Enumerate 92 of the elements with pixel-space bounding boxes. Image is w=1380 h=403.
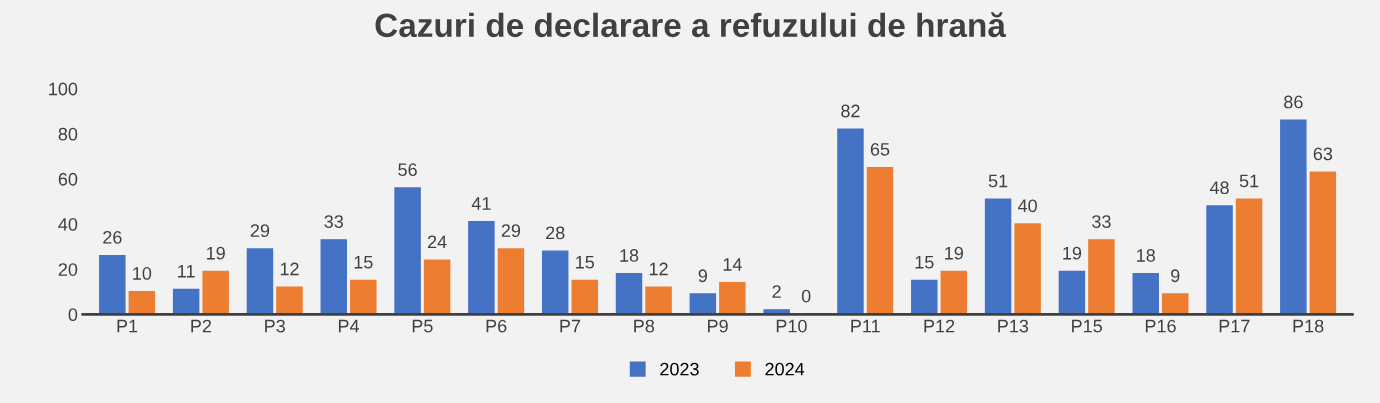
- y-tick-label: 40: [58, 218, 78, 231]
- bar: [350, 279, 377, 315]
- data-label: 29: [250, 224, 270, 237]
- bar: [1132, 273, 1159, 315]
- x-tick-label: P5: [412, 319, 433, 333]
- data-label: 15: [915, 255, 934, 269]
- data-label: 15: [576, 255, 595, 269]
- data-label: 56: [398, 163, 417, 177]
- bar: [202, 270, 229, 315]
- data-label: 9: [698, 269, 707, 283]
- data-label: 65: [870, 142, 890, 156]
- data-label: 12: [280, 262, 299, 276]
- data-label: 10: [133, 267, 152, 280]
- x-tick-label: P3: [265, 319, 285, 333]
- x-tick-label: P6: [486, 319, 507, 333]
- bar: [1206, 205, 1233, 315]
- data-label: 51: [1239, 174, 1259, 188]
- data-label: 9: [1171, 269, 1180, 283]
- data-label: 24: [427, 235, 447, 249]
- bar: [571, 279, 598, 315]
- bar: [1058, 270, 1086, 315]
- legend-label: 2023: [660, 362, 699, 376]
- data-label: 19: [945, 246, 963, 260]
- bar: [468, 221, 495, 315]
- x-tick-label: P18: [1293, 319, 1324, 333]
- x-tick-label: P8: [634, 319, 655, 333]
- bar: [320, 239, 348, 315]
- legend-label: 2024: [765, 362, 805, 376]
- x-tick-label: P10: [776, 319, 807, 333]
- x-tick-label: P12: [924, 319, 955, 333]
- data-label: 28: [546, 226, 565, 240]
- data-label: 40: [1017, 199, 1037, 213]
- y-tick-label: 80: [58, 127, 78, 141]
- data-label: 19: [1063, 246, 1082, 260]
- bar: [911, 279, 938, 315]
- bar: [615, 273, 643, 315]
- bar: [866, 166, 894, 315]
- x-tick-label: P13: [998, 319, 1029, 333]
- bar: [984, 198, 1012, 315]
- data-label: 33: [1092, 215, 1111, 228]
- bar: [1309, 171, 1337, 315]
- bar: [246, 248, 274, 315]
- x-tick-label: P7: [560, 319, 581, 333]
- bar: [99, 254, 126, 315]
- bar: [423, 259, 451, 315]
- x-tick-label: P11: [851, 319, 880, 333]
- x-tick-label: P16: [1145, 319, 1176, 333]
- data-label: 18: [620, 249, 639, 262]
- bar: [837, 128, 864, 315]
- bar: [940, 270, 968, 315]
- data-label: 18: [1137, 249, 1155, 262]
- data-label: 12: [649, 262, 668, 276]
- bar: [645, 286, 672, 315]
- x-tick-label: P9: [708, 319, 728, 333]
- data-label: 26: [103, 230, 122, 244]
- data-label: 0: [801, 289, 811, 303]
- data-label: 48: [1209, 181, 1229, 195]
- x-tick-label: P2: [191, 319, 212, 333]
- y-tick-label: 20: [58, 263, 78, 276]
- bar: [276, 286, 303, 315]
- data-label: 33: [324, 215, 344, 228]
- bar: [394, 187, 421, 315]
- bar: [128, 291, 156, 315]
- bar: [1162, 293, 1189, 315]
- data-label: 2: [772, 285, 781, 298]
- bar: [1088, 239, 1115, 315]
- x-tick-label: P4: [338, 319, 360, 333]
- x-tick-label: P17: [1219, 319, 1250, 333]
- data-label: 15: [354, 255, 373, 269]
- y-tick-label: 0: [68, 308, 78, 322]
- bar: [689, 293, 717, 315]
- bar: [1280, 119, 1307, 315]
- chart-title: Cazuri de declarare a refuzului de hrană: [375, 12, 1007, 38]
- y-tick-label: 100: [49, 82, 78, 96]
- data-label: 19: [207, 246, 225, 260]
- data-label: 63: [1313, 147, 1333, 161]
- data-label: 29: [501, 224, 521, 237]
- data-label: 86: [1284, 95, 1303, 109]
- data-label: 51: [988, 174, 1008, 188]
- bar: [541, 250, 569, 315]
- data-label: 41: [471, 197, 491, 210]
- data-label: 11: [178, 265, 195, 278]
- bar: [1014, 223, 1041, 315]
- bar: [497, 248, 525, 315]
- x-tick-label: P1: [117, 319, 138, 333]
- bar: [172, 288, 200, 315]
- bar: [1235, 198, 1263, 315]
- y-tick-label: 60: [58, 172, 78, 186]
- data-label: 82: [841, 104, 860, 118]
- data-label: 14: [723, 258, 742, 271]
- bar: [719, 282, 746, 315]
- x-tick-label: P15: [1072, 319, 1102, 333]
